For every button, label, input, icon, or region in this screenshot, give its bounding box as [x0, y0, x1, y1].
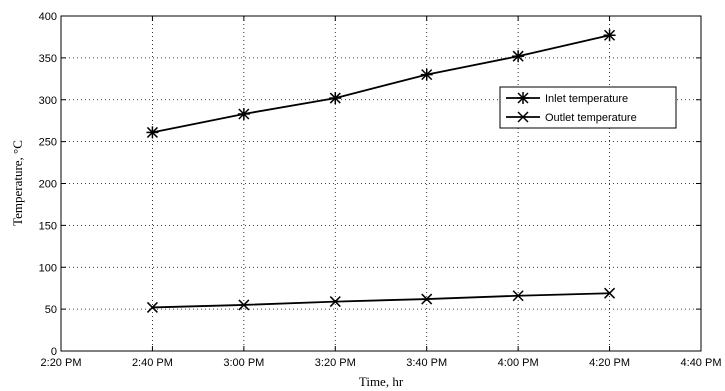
y-tick-label: 350 — [39, 53, 57, 65]
x-tick-label: 4:20 PM — [589, 357, 630, 369]
series-line-2 — [152, 292, 610, 309]
x-tick-label: 3:00 PM — [223, 357, 264, 369]
x-tick-label: 3:40 PM — [406, 357, 447, 369]
data-point-2 — [146, 301, 158, 313]
y-tick-label: 200 — [39, 179, 57, 191]
x-tick-label: 4:00 PM — [498, 357, 539, 369]
legend-label: Outlet temperature — [545, 112, 637, 124]
series-line-1 — [152, 34, 610, 134]
data-point-2 — [512, 290, 524, 302]
axis-ticks: 2:20 PM 2:40 PM 3:00 PM 3:20 PM 3:40 PM 4:00 … — [39, 11, 722, 369]
data-point-2 — [238, 299, 250, 311]
x-tick-label: 3:20 PM — [315, 357, 356, 369]
y-tick-label: 50 — [45, 304, 57, 316]
legend-marker — [517, 92, 529, 104]
legend-box — [499, 86, 677, 129]
data-point-2 — [329, 296, 341, 308]
data-point-2 — [604, 287, 616, 299]
legend-label: Inlet temperature — [545, 93, 628, 105]
legend-marker — [517, 111, 529, 123]
y-tick-label: 0 — [51, 346, 57, 358]
data-point-1 — [603, 29, 616, 42]
data-point-1 — [512, 50, 525, 63]
data-point-1 — [146, 126, 159, 139]
y-tick-label: 400 — [39, 11, 57, 23]
y-tick-label: 250 — [39, 137, 57, 149]
data-point-2 — [421, 293, 433, 305]
grid-lines — [61, 16, 701, 351]
x-tick-label: 2:20 PM — [41, 357, 82, 369]
x-tick-label: 4:40 PM — [681, 357, 722, 369]
data-point-1 — [237, 107, 250, 120]
x-axis-title: Time, hr — [359, 374, 404, 389]
y-tick-label: 100 — [39, 262, 57, 274]
y-tick-label: 300 — [39, 95, 57, 107]
x-tick-label: 2:40 PM — [132, 357, 173, 369]
series-layer — [146, 29, 616, 313]
data-point-1 — [420, 68, 433, 81]
data-point-1 — [329, 92, 342, 105]
y-axis-title: Temperature, °C — [10, 140, 25, 226]
y-tick-label: 150 — [39, 220, 57, 232]
legend: Inlet temperature Outlet temperature — [499, 86, 677, 129]
